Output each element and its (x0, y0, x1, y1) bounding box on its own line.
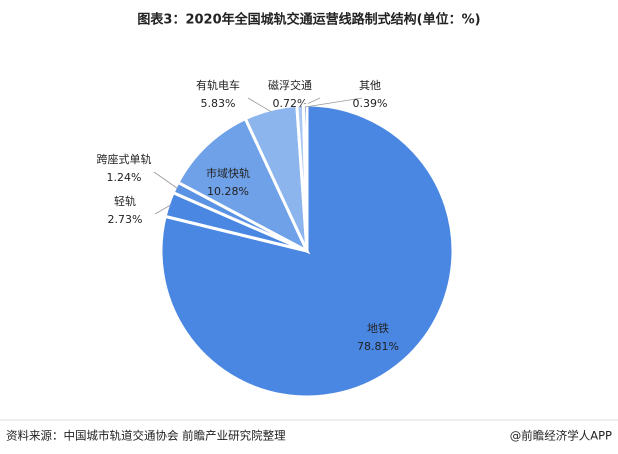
leader-line (247, 97, 272, 112)
slice-label: 地铁 (367, 322, 389, 335)
value-label: 5.83% (201, 97, 236, 110)
slice-label: 磁浮交通 (268, 78, 312, 92)
leader-line (305, 97, 363, 108)
value-label: 78.81% (357, 340, 399, 353)
pie-slice (176, 116, 311, 255)
value-label: 0.39% (353, 97, 388, 110)
pie-slice (301, 103, 309, 252)
source: 资料来源：中国城市轨道交通协会 前瞻产业研究院整理 (6, 429, 286, 443)
value-label: 10.28% (207, 185, 249, 198)
chart-title: 图表3：2020年全国城轨交通运营线路制式结构(单位：%) (137, 12, 480, 28)
leader-line (153, 171, 178, 189)
slice-label: 市域快轨 (206, 166, 250, 180)
value-label: 1.24% (107, 171, 142, 184)
slice-label: 其他 (359, 79, 381, 92)
leader-line (154, 204, 171, 215)
slice-label: 有轨电车 (196, 78, 240, 92)
value-label: 2.73% (108, 213, 143, 226)
slice-label: 跨座式单轨 (97, 152, 152, 166)
credit: @前瞻经济学人APP (510, 429, 612, 443)
value-label: 0.72% (273, 97, 308, 110)
slice-label: 轻轨 (114, 194, 136, 208)
